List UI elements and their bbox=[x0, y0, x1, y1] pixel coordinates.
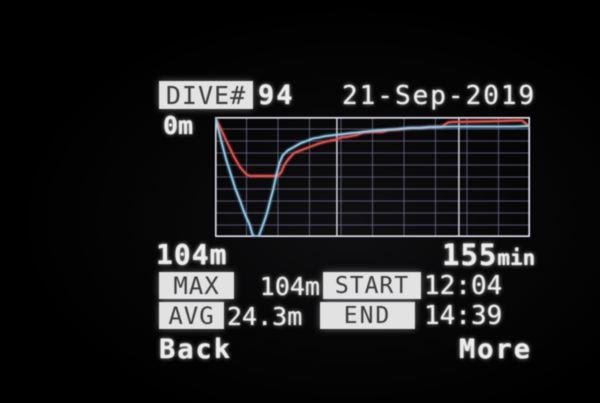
max-depth-value: 104m bbox=[259, 272, 320, 301]
dive-duration: 155min bbox=[442, 238, 535, 272]
avg-depth-label: AVG bbox=[168, 301, 215, 330]
depth-axis-bottom-label: 104m bbox=[156, 238, 228, 271]
max-depth-label-box: MAX bbox=[159, 271, 234, 300]
avg-depth-value: 24.3m bbox=[227, 302, 303, 331]
depth-axis-top-label: 0m bbox=[163, 111, 194, 140]
end-time-value: 14:39 bbox=[424, 301, 503, 331]
end-time-label: END bbox=[343, 302, 392, 329]
avg-depth-label-box: AVG bbox=[159, 301, 224, 330]
start-time-value: 12:04 bbox=[424, 271, 503, 301]
start-time-label-box: START bbox=[323, 272, 421, 299]
max-depth-label: MAX bbox=[173, 271, 220, 300]
dive-number-label-box: DIVE# bbox=[159, 80, 253, 110]
dive-duration-unit: min bbox=[497, 246, 536, 270]
more-button[interactable]: More bbox=[459, 334, 533, 365]
back-button[interactable]: Back bbox=[159, 334, 233, 365]
dive-profile-chart bbox=[214, 116, 530, 238]
start-time-label: START bbox=[334, 272, 410, 299]
dive-date: 21-Sep-2019 bbox=[342, 81, 537, 111]
profile-graph bbox=[214, 116, 530, 238]
end-time-label-box: END bbox=[320, 302, 415, 329]
dive-number-label: DIVE# bbox=[165, 80, 247, 110]
dive-number: 94 bbox=[258, 80, 295, 111]
dive-duration-value: 155 bbox=[442, 238, 498, 272]
